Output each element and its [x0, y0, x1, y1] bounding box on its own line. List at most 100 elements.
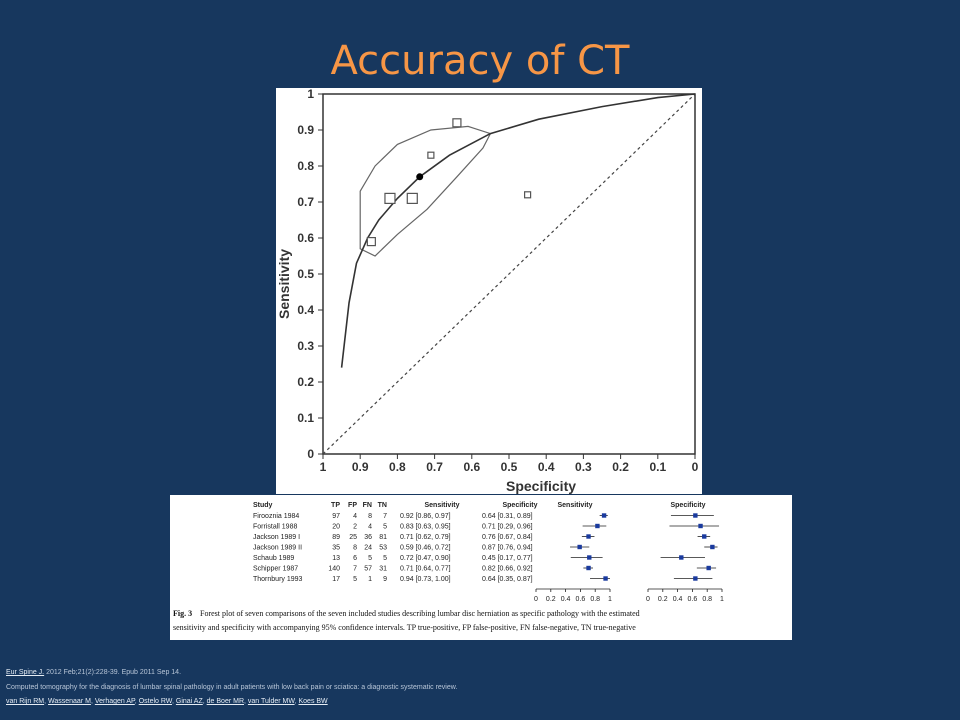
axis-tick-label: 0.4 — [561, 596, 571, 603]
row-sensitivity: 0.71 [0.62, 0.79] — [400, 534, 451, 541]
caption-line-2: sensitivity and specificity with accompa… — [173, 623, 636, 632]
y-tick-label: 0.6 — [297, 231, 314, 245]
row-tp: 20 — [332, 524, 340, 531]
author-separator: , — [90, 698, 95, 705]
row-study: Forristall 1988 — [253, 524, 297, 531]
row-specificity: 0.45 [0.17, 0.77] — [482, 555, 533, 562]
reference-authors: van Rijn RM, Wassenaar M, Verhagen AP, O… — [6, 698, 328, 705]
author-link[interactable]: van Tulder MW — [247, 698, 295, 705]
author-link[interactable]: Koes BW — [298, 698, 328, 705]
sensitivity-estimate — [587, 555, 592, 560]
row-tn: 5 — [383, 555, 387, 562]
row-fn: 4 — [368, 524, 372, 531]
row-study: Firooznia 1984 — [253, 513, 299, 520]
specificity-estimate — [702, 534, 707, 539]
row-study: Schaub 1989 — [253, 555, 294, 562]
row-specificity: 0.87 [0.76, 0.94] — [482, 545, 533, 552]
row-fn: 8 — [368, 513, 372, 520]
author-link[interactable]: van Rijn RM — [6, 698, 45, 705]
author-link[interactable]: de Boer MR — [206, 698, 245, 705]
row-tn: 5 — [383, 524, 387, 531]
axis-tick-label: 0 — [534, 596, 538, 603]
axis-tick-label: 1 — [608, 596, 612, 603]
x-tick-label: 0.1 — [649, 460, 666, 474]
chance-diagonal — [322, 93, 696, 455]
author-separator: , — [294, 698, 299, 705]
row-study: Jackson 1989 II — [253, 545, 302, 552]
row-fn: 1 — [368, 576, 372, 583]
row-tp: 140 — [328, 566, 340, 573]
sensitivity-estimate — [601, 513, 607, 518]
x-tick-label: 0.7 — [426, 460, 443, 474]
study-point — [452, 118, 462, 128]
sensitivity-estimate — [586, 534, 591, 539]
x-axis-label: Specificity — [506, 478, 576, 494]
author-separator: , — [202, 698, 207, 705]
citation-text: 2012 Feb;21(2):228-39. Epub 2011 Sep 14. — [46, 669, 182, 676]
author-separator: , — [134, 698, 139, 705]
study-point — [366, 237, 376, 247]
x-tick-label: 0.8 — [389, 460, 406, 474]
header-fp: FP — [348, 502, 357, 509]
author-separator: , — [172, 698, 176, 705]
specificity-estimate — [693, 513, 698, 518]
row-sensitivity: 0.83 [0.63, 0.95] — [400, 524, 451, 531]
row-fp: 7 — [353, 566, 357, 573]
study-point — [384, 192, 396, 205]
row-tn: 31 — [379, 566, 387, 573]
x-tick-label: 0.2 — [612, 460, 629, 474]
row-tp: 97 — [332, 513, 340, 520]
row-tp: 35 — [332, 545, 340, 552]
header-sensitivity-plot: Sensitivity — [557, 502, 592, 509]
summary-point — [416, 173, 424, 181]
x-tick-label: 1 — [320, 460, 327, 474]
row-tn: 9 — [383, 576, 387, 583]
y-tick-label: 0.9 — [297, 123, 314, 137]
row-study: Schipper 1987 — [253, 566, 298, 573]
header-tn: TN — [378, 502, 387, 509]
axis-tick-label: 1 — [720, 596, 724, 603]
header-tp: TP — [331, 502, 340, 509]
caption-line-1: Forest plot of seven comparisons of the … — [200, 609, 640, 618]
author-separator: , — [244, 698, 248, 705]
x-tick-label: 0 — [692, 460, 699, 474]
row-fp: 4 — [353, 513, 357, 520]
row-specificity: 0.64 [0.31, 0.89] — [482, 513, 533, 520]
header-specificity: Specificity — [502, 502, 537, 509]
y-tick-label: 0 — [307, 447, 314, 461]
y-tick-label: 0.5 — [297, 267, 314, 281]
reference-citation-line: Eur Spine J. 2012 Feb;21(2):228-39. Epub… — [6, 669, 181, 676]
row-fp: 5 — [353, 576, 357, 583]
row-study: Thornbury 1993 — [253, 576, 303, 583]
x-tick-label: 0.6 — [463, 460, 480, 474]
study-point — [524, 191, 532, 199]
row-fp: 2 — [353, 524, 357, 531]
sensitivity-estimate — [603, 576, 608, 581]
specificity-estimate — [706, 565, 711, 571]
row-tn: 53 — [379, 545, 387, 552]
y-tick-label: 0.3 — [297, 339, 314, 353]
forest-plot-figure: Study TP FP FN TN Sensitivity Specificity Sensi… — [170, 495, 792, 640]
row-sensitivity: 0.72 [0.47, 0.90] — [400, 555, 451, 562]
sensitivity-estimate — [577, 544, 582, 550]
author-link[interactable]: Verhagen AP — [94, 698, 135, 705]
row-fp: 6 — [353, 555, 357, 562]
author-link[interactable]: Ostelo RW — [138, 698, 173, 705]
row-tp: 17 — [332, 576, 340, 583]
journal-link[interactable]: Eur Spine J. — [6, 669, 45, 676]
author-link[interactable]: Ginai AZ — [175, 698, 203, 705]
author-separator: , — [44, 698, 49, 705]
specificity-estimate — [698, 523, 703, 529]
sroc-curve — [340, 93, 696, 368]
x-tick-label: 0.3 — [575, 460, 592, 474]
row-fn: 5 — [368, 555, 372, 562]
confidence-region — [359, 125, 492, 257]
y-tick-label: 0.8 — [297, 159, 314, 173]
y-tick-label: 0.4 — [297, 303, 314, 317]
row-fp: 25 — [349, 534, 357, 541]
row-specificity: 0.71 [0.29, 0.96] — [482, 524, 533, 531]
x-tick-label: 0.5 — [501, 460, 518, 474]
x-tick-label: 0.4 — [538, 460, 555, 474]
author-link[interactable]: Wassenaar M — [48, 698, 91, 705]
study-point — [406, 192, 418, 205]
